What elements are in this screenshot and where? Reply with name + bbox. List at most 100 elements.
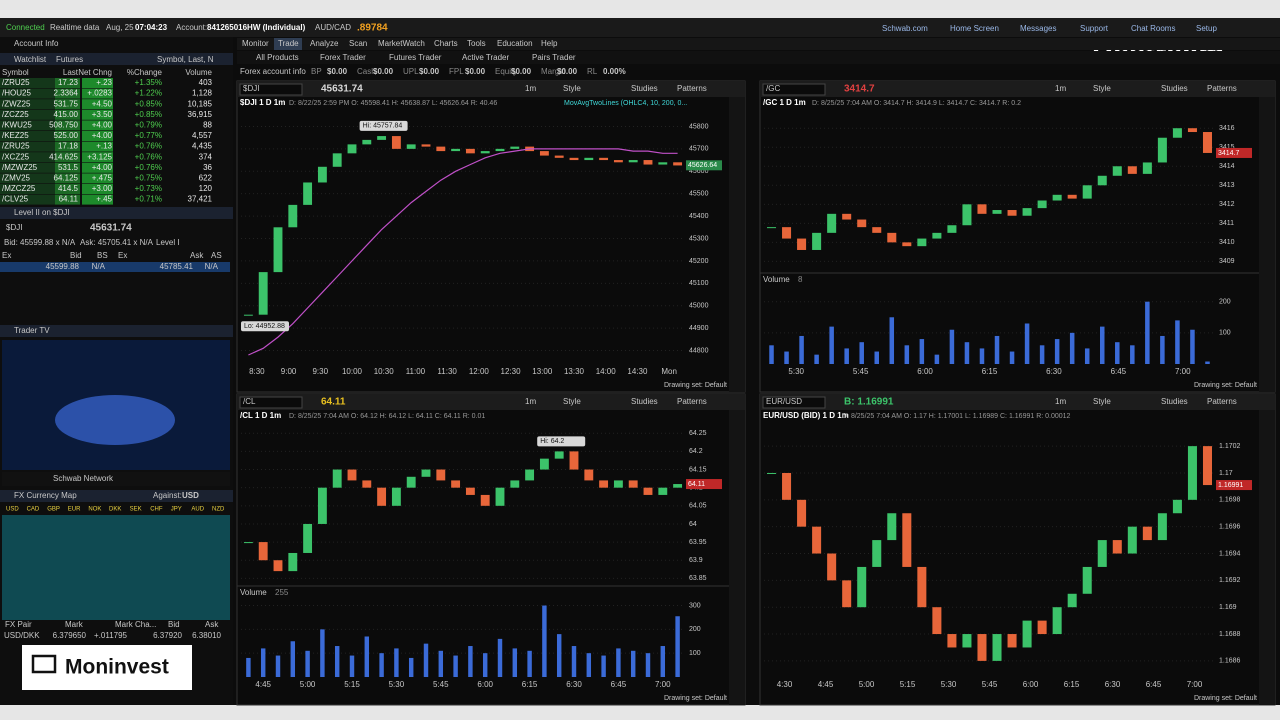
y-tick-label: 45400: [689, 213, 709, 220]
top-link[interactable]: Setup: [1196, 24, 1217, 33]
top-link[interactable]: Home Screen: [950, 24, 999, 33]
watchlist-cell: +.0283: [87, 89, 112, 98]
watchlist-cell: 531.5: [58, 163, 79, 172]
toolbar-timeframe[interactable]: 1m: [525, 397, 536, 406]
main-tab[interactable]: Help: [541, 39, 558, 48]
main-tab[interactable]: Scan: [349, 39, 367, 48]
fx-currency: EUR: [68, 507, 81, 513]
candle: [451, 480, 461, 488]
column-header: Net Chng: [78, 68, 112, 77]
volume-bar: [334, 646, 340, 677]
chart-symbol[interactable]: EUR/USD: [766, 397, 802, 406]
toolbar-patterns[interactable]: Patterns: [1207, 84, 1237, 93]
sub-tab[interactable]: Futures Trader: [389, 53, 442, 62]
candle: [1172, 128, 1182, 138]
volume-bar: [859, 342, 864, 364]
top-link[interactable]: Schwab.com: [882, 24, 928, 33]
volume-bar: [844, 348, 849, 364]
watchlist-cell: +4.50: [92, 99, 113, 108]
volume-bar: [1099, 326, 1105, 364]
volume-bar: [829, 326, 834, 364]
sub-tab[interactable]: Forex Trader: [320, 53, 366, 62]
chart-price: 45631.74: [321, 84, 363, 95]
candle: [767, 227, 777, 229]
x-tick-label: 5:30: [941, 680, 957, 689]
annotation: Hi: 45757.84: [363, 123, 403, 130]
volume-bar: [949, 329, 955, 364]
symbol-box: [239, 83, 303, 96]
toolbar-style[interactable]: Style: [563, 397, 581, 406]
volume-tick-label: 300: [689, 602, 701, 609]
candle: [465, 148, 475, 154]
sub-tab[interactable]: Active Trader: [462, 53, 509, 62]
toolbar-timeframe[interactable]: 1m: [1055, 84, 1066, 93]
sub-tab[interactable]: All Products: [256, 53, 299, 62]
chart-price: 3414.7: [844, 84, 875, 95]
chart-symbol[interactable]: $DJI: [243, 84, 259, 93]
volume-bar: [616, 648, 621, 677]
x-tick-label: 10:00: [342, 367, 363, 376]
main-tab[interactable]: Monitor: [242, 39, 269, 48]
toolbar-patterns[interactable]: Patterns: [1207, 397, 1237, 406]
symbol-cell: [0, 78, 55, 88]
main-tab[interactable]: Charts: [434, 39, 458, 48]
top-link[interactable]: Chat Rooms: [1131, 24, 1175, 33]
main-tab[interactable]: Analyze: [310, 39, 339, 48]
main-tab[interactable]: Tools: [467, 39, 486, 48]
chart-symbol[interactable]: /CL: [243, 397, 256, 406]
last-cell: [55, 99, 80, 110]
chart-info: D: 8/25/25 7:04 AM O: 1.17 H: 1.17001 L:…: [842, 413, 1071, 420]
level2-column: Bid: [70, 251, 82, 260]
watchlist-cell: /MZCZ25: [2, 184, 36, 193]
change-cell: [82, 109, 113, 120]
level2-column: Ex: [118, 251, 127, 260]
top-link[interactable]: Messages: [1020, 24, 1056, 33]
chart-symbol[interactable]: /GC: [766, 84, 780, 93]
toolbar-studies[interactable]: Studies: [631, 84, 658, 93]
volume-bar: [630, 650, 636, 677]
account[interactable]: 841265016HW (Individual): [207, 23, 306, 32]
toolbar-patterns[interactable]: Patterns: [677, 84, 707, 93]
main-tab[interactable]: Trade: [278, 39, 299, 48]
symbol-cell: [0, 141, 55, 152]
last-cell: [55, 120, 80, 131]
candle: [872, 227, 882, 233]
account-field-value: $0.00: [511, 67, 532, 76]
candle: [673, 162, 683, 166]
main-tab[interactable]: Education: [497, 39, 533, 48]
fx-against-label: Against:: [153, 491, 182, 500]
top-link[interactable]: Support: [1080, 24, 1109, 33]
change-cell: [82, 194, 113, 205]
drawing-set[interactable]: Drawing set: Default: [1194, 382, 1257, 389]
toolbar-studies[interactable]: Studies: [1161, 397, 1188, 406]
toolbar-timeframe[interactable]: 1m: [1055, 397, 1066, 406]
toolbar-timeframe[interactable]: 1m: [525, 84, 536, 93]
candle: [812, 232, 822, 250]
panel-title: Account Info: [14, 39, 59, 48]
candle: [554, 451, 564, 459]
candle: [613, 160, 623, 163]
y-tick-label: 64.15: [689, 466, 707, 473]
toolbar-patterns[interactable]: Patterns: [677, 397, 707, 406]
drawing-set[interactable]: Drawing set: Default: [664, 695, 727, 702]
fx-against[interactable]: USD: [182, 491, 199, 500]
toolbar-studies[interactable]: Studies: [1161, 84, 1188, 93]
y-tick-label: 1.1686: [1219, 658, 1241, 665]
sub-tab[interactable]: Pairs Trader: [532, 53, 576, 62]
x-tick-label: 6:30: [1105, 680, 1121, 689]
watchlist-name[interactable]: Futures: [56, 55, 83, 64]
toolbar-studies[interactable]: Studies: [631, 397, 658, 406]
toolbar-style[interactable]: Style: [1093, 84, 1111, 93]
volume-bar: [349, 655, 355, 677]
main-tab[interactable]: MarketWatch: [378, 39, 425, 48]
drawing-set[interactable]: Drawing set: Default: [1194, 695, 1257, 702]
toolbar-style[interactable]: Style: [563, 84, 581, 93]
toolbar-style[interactable]: Style: [1093, 397, 1111, 406]
symbol-cell: [0, 152, 55, 163]
chart-title: /GC 1 D 1m: [763, 98, 806, 107]
candle: [510, 146, 520, 149]
watchlist-cell: 17.18: [58, 142, 79, 151]
x-tick-label: 12:30: [501, 367, 522, 376]
panel-header: [0, 490, 233, 502]
drawing-set[interactable]: Drawing set: Default: [664, 382, 727, 389]
